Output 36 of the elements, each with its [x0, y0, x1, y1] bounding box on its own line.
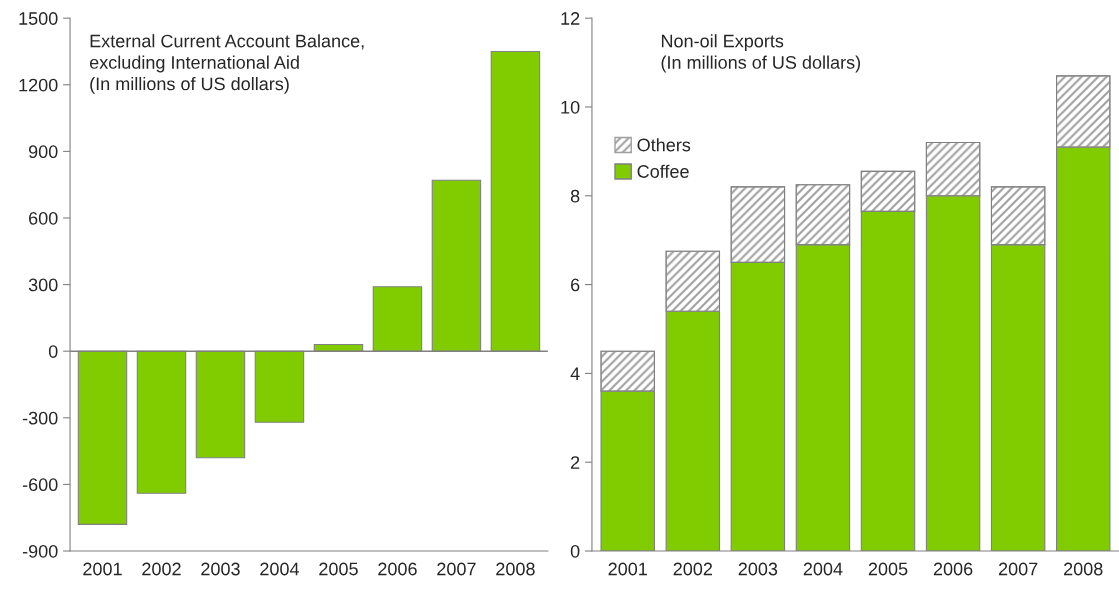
x-tick-label: 2008	[1064, 562, 1103, 576]
y-tick-label: 4	[570, 367, 580, 380]
legend-label: Coffee	[637, 164, 689, 178]
y-tick-label: 300	[28, 278, 58, 292]
y-tick-label: 10	[561, 100, 580, 114]
x-tick-label: 2007	[437, 562, 476, 576]
x-tick-label: 2002	[142, 562, 181, 576]
x-tick-label: 2005	[319, 562, 358, 576]
y-tick-label: 900	[28, 145, 58, 159]
y-tick-label: -300	[22, 411, 58, 425]
x-tick-label: 2003	[201, 562, 240, 576]
x-tick-label: 2003	[738, 562, 778, 576]
y-tick-label: 0	[570, 544, 580, 558]
y-tick-label: 1500	[19, 12, 58, 25]
x-tick-label: 2005	[868, 562, 908, 576]
x-tick-label: 2006	[378, 562, 417, 576]
y-tick-label: 8	[570, 189, 580, 203]
x-tick-label: 2006	[933, 562, 973, 576]
y-tick-label: 600	[29, 211, 58, 225]
x-tick-label: 2004	[803, 562, 843, 576]
y-tick-label: -600	[22, 478, 58, 492]
x-tick-label: 2001	[83, 562, 122, 576]
y-tick-label: 6	[571, 278, 580, 292]
y-tick-label: -900	[22, 544, 58, 558]
x-tick-label: 2008	[496, 562, 535, 576]
text: Non-oil Exports (In millions of US dollars)	[661, 34, 861, 73]
y-tick-label: 0	[48, 345, 58, 358]
x-tick-label: 2007	[998, 562, 1038, 576]
x-tick-label: 2002	[673, 562, 712, 576]
y-tick-label: 12	[561, 12, 580, 25]
x-tick-label: 2004	[260, 562, 300, 576]
x-tick-label: 2001	[608, 562, 647, 576]
y-tick-label: 1200	[19, 78, 58, 92]
legend-label: Others	[637, 138, 691, 152]
text: External Current Account Balance, excluding International Aid (In millions of US dollars)	[89, 34, 364, 94]
y-tick-label: 2	[571, 456, 580, 469]
